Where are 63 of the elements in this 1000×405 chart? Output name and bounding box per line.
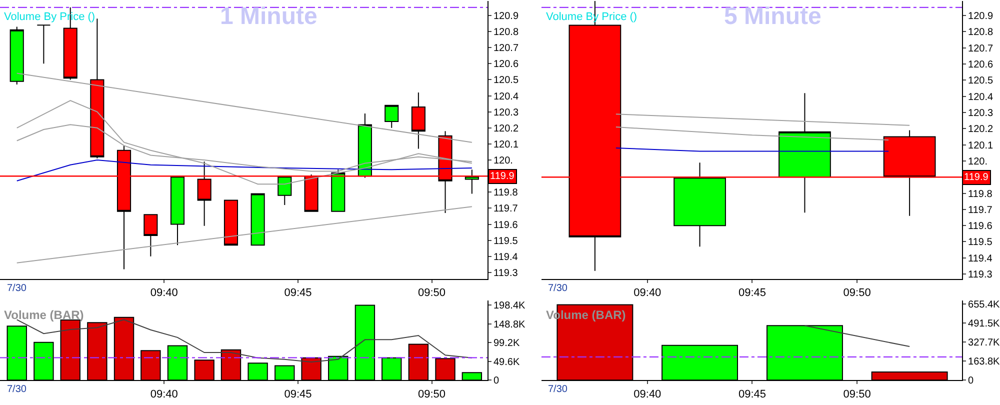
y-tick-label: 120.4 [968, 92, 994, 103]
x-tick-label: 09:50 [843, 388, 871, 400]
y-tick-label: 119.3 [494, 268, 518, 279]
y-tick-label: 0 [968, 376, 974, 387]
y-tick-label: 148.8K [494, 319, 526, 330]
x-tick-label: 09:40 [634, 287, 662, 300]
chart-title: 5 Minute [724, 3, 822, 30]
y-tick-label: 491.5K [968, 318, 1000, 330]
y-tick-label: 119.6 [968, 221, 993, 232]
y-tick-label: 119.5 [968, 237, 993, 248]
y-tick-label: 120.2 [968, 124, 994, 136]
y-tick-label: 120.2 [494, 123, 519, 134]
y-tick-label: 120. [968, 156, 988, 168]
text: 7/30 [548, 283, 568, 294]
text: 7/30 [7, 384, 27, 395]
chart-title: 1 Minute [220, 3, 318, 30]
y-tick-label: 120.4 [494, 91, 519, 102]
y-tick-label: 120.5 [494, 75, 519, 86]
x-tick-label: 09:45 [738, 287, 766, 300]
x-tick-label: 09:40 [150, 388, 178, 400]
y-tick-label: 120. [494, 156, 513, 167]
y-tick-label: 120.7 [968, 43, 994, 54]
x-tick-label: 09:50 [843, 287, 871, 300]
y-tick-label: 198.4K [494, 300, 526, 312]
y-tick-label: 119.8 [494, 188, 518, 199]
y-tick-label: 119.4 [968, 253, 993, 264]
x-tick-label: 09:45 [284, 388, 312, 400]
y-tick-label: 119.8 [968, 188, 993, 200]
x-tick-label: 09:50 [418, 388, 446, 400]
text: 7/30 [548, 384, 568, 395]
y-tick-label: 120.6 [968, 60, 994, 71]
ref-line-label: 119.9 [490, 171, 515, 182]
y-tick-label: 99.2K [494, 338, 520, 350]
ref-line-label: 119.9 [964, 172, 989, 183]
x-tick-label: 09:50 [418, 287, 446, 300]
text: 7/30 [7, 283, 27, 294]
x-tick-label: 09:40 [150, 287, 178, 300]
y-tick-label: 120.3 [494, 107, 519, 118]
y-tick-label: 119.7 [968, 204, 993, 216]
y-tick-label: 120.5 [968, 76, 994, 87]
y-tick-label: 120.1 [968, 140, 994, 152]
y-tick-label: 119.5 [494, 236, 518, 247]
y-tick-label: 120.1 [494, 139, 519, 150]
y-tick-label: 120.8 [968, 27, 994, 38]
y-tick-label: 0 [494, 376, 500, 387]
y-tick-label: 119.7 [494, 204, 518, 215]
y-tick-label: 655.4K [968, 300, 1000, 311]
y-tick-label: 120.7 [494, 43, 519, 54]
x-tick-label: 09:45 [284, 287, 312, 300]
x-tick-label: 09:45 [738, 388, 766, 400]
y-tick-label: 163.8K [968, 356, 1000, 368]
y-tick-label: 119.6 [494, 220, 518, 231]
x-tick-label: 09:40 [634, 388, 662, 400]
annotation: Volume (BAR) [4, 308, 84, 322]
y-tick-label: 49.6K [494, 356, 520, 368]
y-tick-label: 120.6 [494, 59, 519, 70]
y-tick-label: 120.9 [494, 10, 519, 22]
y-tick-label: 327.7K [968, 338, 1000, 349]
y-tick-label: 120.9 [968, 11, 994, 22]
y-tick-label: 120.8 [494, 27, 519, 38]
y-tick-label: 120.3 [968, 108, 994, 119]
y-tick-label: 119.3 [968, 270, 993, 281]
y-tick-label: 119.4 [494, 252, 518, 263]
